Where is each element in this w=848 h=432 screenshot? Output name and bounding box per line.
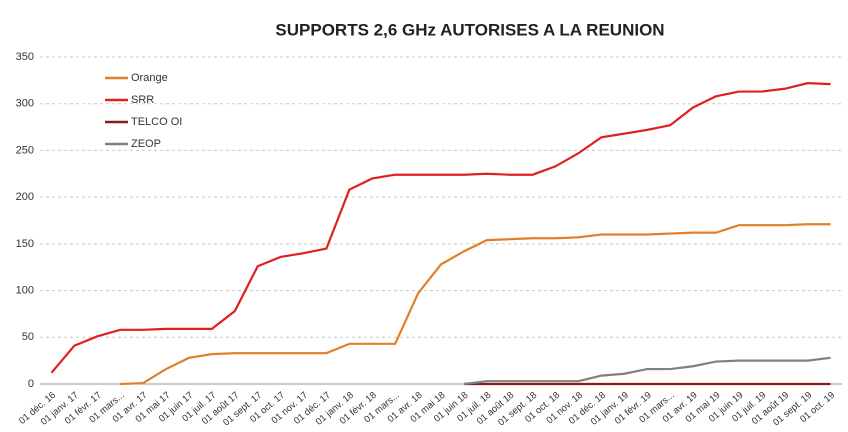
y-tick-label: 150 [16,238,34,250]
y-tick-label: 250 [16,144,34,156]
series-line [120,223,831,386]
legend-label: TELCO OI [131,116,182,128]
legend-label: SRR [131,94,154,106]
chart-title: SUPPORTS 2,6 GHz AUTORISES A LA REUNION [275,20,664,39]
legend-label: Orange [131,72,168,84]
series-line [50,82,831,374]
y-tick-label: 300 [16,98,34,110]
y-tick-label: 100 [16,284,34,296]
legend-label: ZEOP [131,138,161,150]
y-tick-label: 350 [16,51,34,63]
y-tick-label: 0 [28,378,34,390]
series-line [463,356,831,386]
y-tick-label: 200 [16,191,34,203]
y-tick-label: 50 [22,331,34,343]
